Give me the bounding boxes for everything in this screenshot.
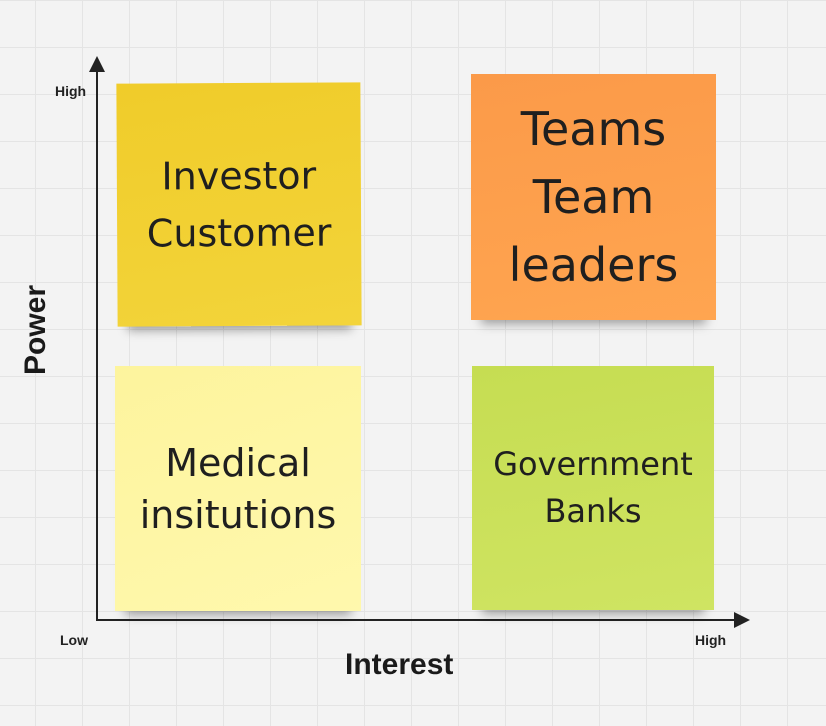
x-axis-low-label: Low — [60, 632, 88, 648]
sticky-note-line: Investor — [161, 153, 317, 198]
sticky-note-high-power-high-interest[interactable]: Teams Team leaders — [471, 74, 716, 320]
sticky-note-line: Banks — [544, 492, 642, 530]
x-axis-title: Interest — [345, 648, 454, 681]
x-axis-line — [96, 619, 736, 621]
sticky-note-line: Medical — [165, 440, 311, 485]
sticky-note-line: Government — [493, 445, 693, 483]
sticky-note-line: Team — [532, 170, 655, 224]
sticky-note-line: Teams — [520, 102, 667, 156]
x-axis-arrow-icon — [734, 612, 750, 628]
sticky-note-line: leaders — [508, 238, 679, 292]
sticky-note-line: Customer — [146, 210, 332, 255]
x-axis-high-label: High — [695, 632, 727, 648]
y-axis-arrow-icon — [89, 56, 105, 72]
sticky-note-low-power-high-interest[interactable]: Government Banks — [472, 366, 714, 610]
sticky-note-low-power-low-interest[interactable]: Medical insitutions — [115, 366, 361, 611]
sticky-note-line: insitutions — [139, 492, 337, 537]
y-axis-high-label: High — [55, 83, 87, 99]
y-axis-line — [96, 68, 98, 620]
sticky-note-high-power-low-interest[interactable]: Investor Customer — [116, 82, 362, 327]
y-axis-title: Power — [19, 284, 52, 376]
